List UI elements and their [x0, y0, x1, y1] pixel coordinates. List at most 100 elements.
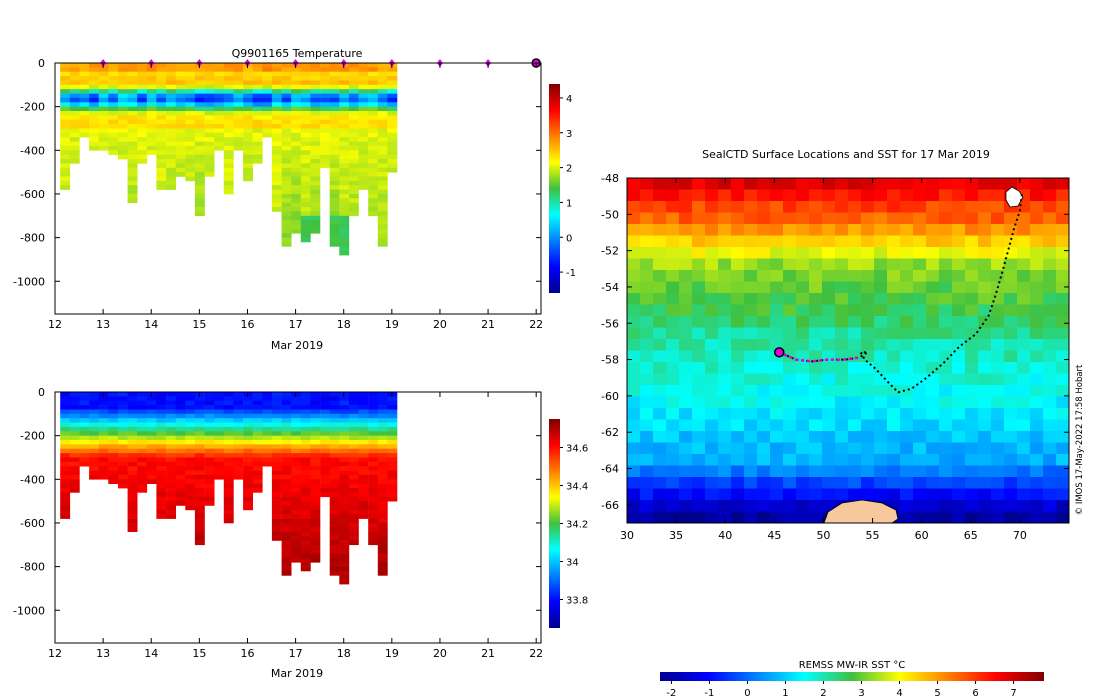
- sst-cell: [835, 385, 849, 397]
- section-cell: [281, 562, 292, 567]
- section-cell: [358, 102, 369, 107]
- sst-cell: [965, 293, 979, 305]
- section-cell: [166, 470, 176, 476]
- section-cell: [377, 242, 388, 247]
- sst-cell: [848, 258, 862, 271]
- section-cell: [300, 479, 311, 484]
- section-cell: [194, 492, 205, 498]
- section-cell: [243, 488, 253, 493]
- section-cell: [204, 431, 215, 436]
- section-cell: [368, 483, 379, 489]
- section-cell: [358, 80, 369, 86]
- sst-cell: [952, 477, 966, 489]
- sst-cell: [848, 316, 862, 328]
- section-cell: [204, 80, 215, 86]
- section-cell: [262, 102, 273, 107]
- section-cell: [358, 172, 369, 177]
- section-cell: [60, 137, 71, 142]
- sst-cell: [1030, 270, 1044, 282]
- section-cell: [118, 461, 128, 467]
- section-cell: [320, 89, 330, 94]
- sst-cell: [926, 281, 940, 294]
- sst-cell: [744, 224, 758, 236]
- section-cell: [108, 474, 119, 480]
- section-cell: [310, 540, 321, 546]
- sst-cell: [900, 442, 914, 455]
- sst-cell: [900, 212, 914, 225]
- sst-cell: [640, 454, 654, 466]
- section-cell: [348, 185, 359, 190]
- sst-cell: [679, 270, 693, 282]
- sst-cell: [744, 339, 758, 351]
- section-cell: [185, 67, 196, 73]
- section-cell: [233, 396, 244, 402]
- sst-cell: [913, 419, 927, 432]
- colorbar-tick-label: 33.8: [566, 596, 588, 607]
- section-cell: [377, 150, 388, 155]
- section-cell: [358, 426, 369, 432]
- section-cell: [339, 413, 350, 419]
- sst-cell: [1030, 247, 1044, 259]
- sst-cell: [770, 408, 784, 420]
- section-cell: [214, 71, 225, 77]
- sst-cell: [835, 281, 849, 294]
- section-cell: [252, 483, 263, 489]
- section-cell: [166, 102, 176, 107]
- section-cell: [387, 89, 398, 94]
- section-cell: [243, 89, 253, 94]
- section-cell: [98, 128, 109, 134]
- section-cell: [98, 431, 109, 436]
- sst-cell: [666, 465, 680, 478]
- section-cell: [377, 63, 388, 68]
- section-cell: [137, 409, 148, 415]
- section-cell: [60, 509, 71, 515]
- sst-cell: [835, 488, 849, 501]
- section-cell: [368, 194, 379, 199]
- section-cell: [185, 150, 196, 155]
- credit-text: © IMOS 17-May-2022 17:58 Hobart: [1075, 364, 1085, 515]
- section-cell: [358, 396, 369, 402]
- section-cell: [339, 159, 350, 164]
- sst-cell: [679, 201, 693, 213]
- section-cell: [329, 159, 340, 164]
- sst-cell: [978, 454, 992, 466]
- sst-cell: [731, 281, 745, 294]
- section-cell: [233, 418, 244, 423]
- section-cell: [166, 93, 176, 99]
- x-tick-label: 22: [529, 647, 543, 660]
- section-cell: [243, 422, 253, 428]
- section-cell: [166, 505, 176, 511]
- sst-cell: [1017, 212, 1031, 225]
- section-cell: [137, 426, 148, 432]
- section-cell: [329, 102, 340, 107]
- section-cell: [89, 67, 99, 73]
- sst-cell: [939, 408, 953, 420]
- sst-cell: [796, 431, 810, 443]
- sst-cell: [731, 431, 745, 443]
- sst-cell: [1030, 212, 1044, 225]
- section-cell: [348, 198, 359, 203]
- sst-cell: [874, 224, 888, 236]
- section-cell: [60, 488, 71, 493]
- section-cell: [281, 444, 292, 450]
- section-cell: [79, 124, 90, 129]
- section-cell: [358, 154, 369, 160]
- sst-cell: [874, 477, 888, 489]
- sst-cell: [1043, 477, 1057, 489]
- section-cell: [156, 457, 167, 463]
- section-cell: [69, 137, 80, 142]
- section-cell: [348, 457, 359, 463]
- section-cell: [339, 84, 350, 90]
- section-cell: [223, 163, 234, 169]
- sst-cell: [692, 431, 706, 443]
- section-cell: [137, 159, 148, 164]
- section-cell: [108, 448, 119, 454]
- section-cell: [348, 518, 359, 524]
- section-cell: [89, 418, 99, 423]
- section-cell: [329, 396, 340, 402]
- section-cell: [69, 422, 80, 428]
- section-cell: [156, 185, 167, 190]
- section-cell: [329, 115, 340, 121]
- sst-cell: [913, 258, 927, 271]
- section-cell: [339, 89, 350, 94]
